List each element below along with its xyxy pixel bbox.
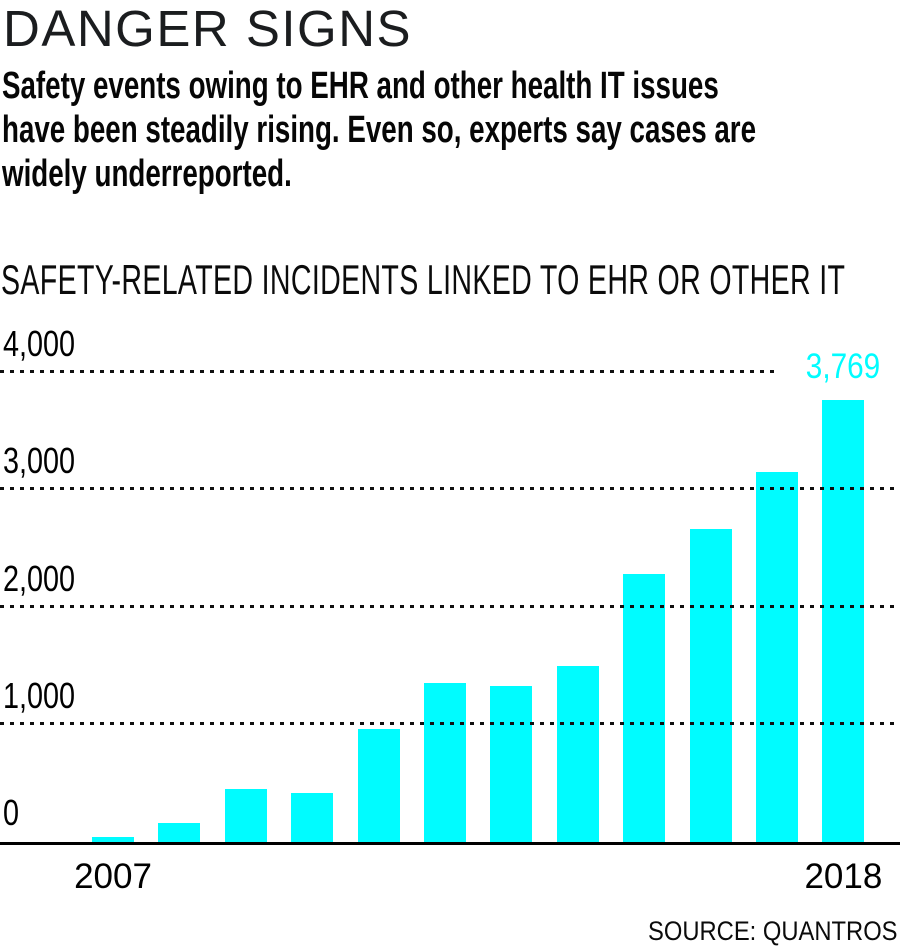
chart-title: SAFETY-RELATED INCIDENTS LINKED TO EHR O… [1, 256, 846, 303]
gridline-4000 [0, 370, 778, 373]
source-credit: SOURCE: QUANTROS [648, 916, 898, 946]
bar-2014 [556, 666, 599, 842]
subtitle-line-1: Safety events owing to EHR and other hea… [2, 65, 719, 107]
subtitle-line-3: widely underreported. [2, 153, 292, 195]
bar-2013 [490, 686, 533, 842]
y-tick-label-1,000: 1,000 [3, 674, 76, 716]
subtitle-line-2: have been steadily rising. Even so, expe… [2, 109, 757, 151]
bar-chart: 0 1,000 2,000 3,000 4,000 2007 2018 3,769 [0, 326, 900, 894]
gridline-2000 [0, 604, 900, 608]
bar-2017 [756, 471, 798, 842]
bar-2015 [623, 573, 666, 842]
bar-2007 [92, 837, 134, 842]
gridline-1000 [0, 721, 900, 725]
page-subtitle: Safety events owing to EHR and other hea… [2, 64, 756, 196]
data-label-2018-value: 3,769 [806, 347, 881, 387]
y-tick-label-3,000: 3,000 [3, 440, 76, 482]
bar-2008 [158, 823, 201, 842]
y-tick-label-2,000: 2,000 [3, 557, 76, 599]
gridline-3000 [0, 487, 900, 491]
bar-2016 [689, 528, 732, 842]
x-tick-label-2018: 2018 [804, 857, 883, 896]
bar-2009 [224, 789, 267, 842]
page-title: DANGER SIGNS [3, 0, 413, 57]
y-tick-label-4,000: 4,000 [3, 323, 76, 364]
x-tick-label-2007: 2007 [74, 857, 152, 896]
y-tick-label-0: 0 [3, 792, 20, 833]
bar-2011 [357, 729, 400, 842]
bar-2018 [822, 400, 865, 842]
bar-2010 [291, 792, 334, 842]
bar-2012 [424, 682, 466, 842]
